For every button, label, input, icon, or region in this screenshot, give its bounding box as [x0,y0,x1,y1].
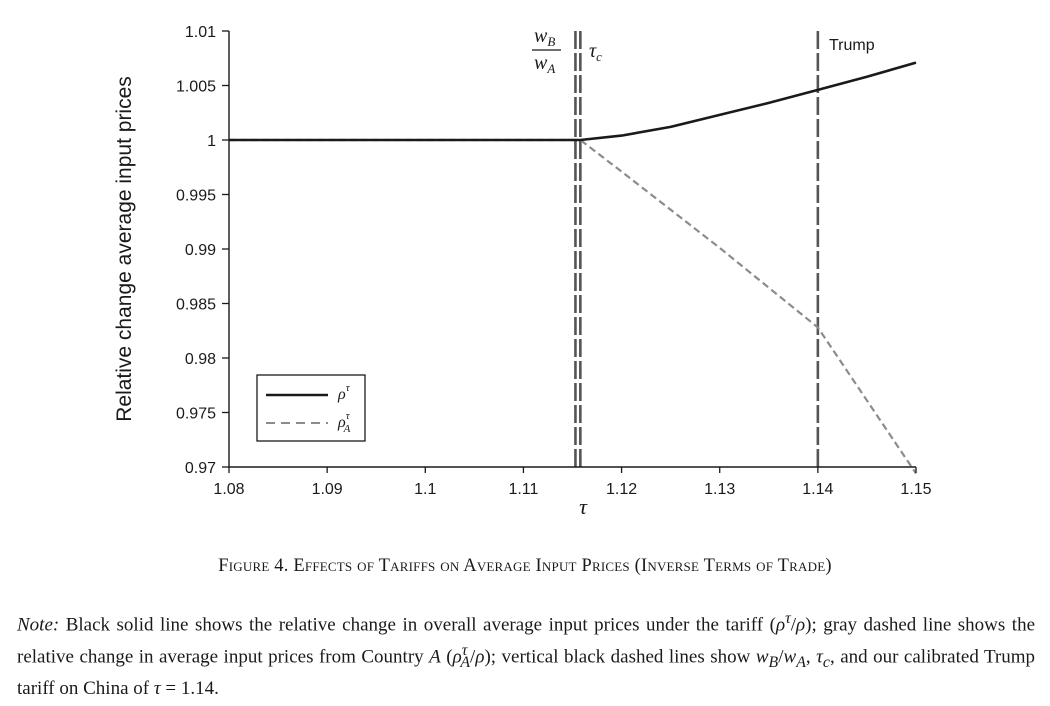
x-axis-label: τ [579,494,588,519]
trump-label: Trump [829,37,875,54]
legend-label-rho-a: ρτ A [337,410,351,435]
wb-label: wB [534,25,555,49]
x-tick-label: 1.15 [900,481,931,498]
y-axis-label: Relative change average input prices [113,76,136,422]
chart: 1.08 1.09 1.1 1.11 1.12 1.13 1.14 1.15 1.01 1.005… [113,24,932,519]
x-tick-label: 1.11 [508,481,538,498]
legend-box [256,374,366,442]
y-tick-label: 0.975 [176,406,216,423]
tick-labels: 1.08 1.09 1.1 1.11 1.12 1.13 1.14 1.15 1.01 1.005… [176,24,932,498]
wb-over-wa-annotation: wB wA [532,25,561,76]
figure-note: Note: Black solid line shows the relativ… [17,610,1036,700]
y-tick-label: 1 [207,133,216,150]
legend-label-rho: ρτ [337,382,351,403]
x-tick-label: 1.09 [312,481,343,498]
x-tick-label: 1.14 [802,481,833,498]
x-tick-label: 1.1 [414,481,436,498]
vertical-reference-lines [574,31,820,467]
y-tick-label: 0.995 [176,188,216,205]
y-tick-label: 0.985 [176,297,216,314]
y-tick-label: 1.005 [176,79,216,96]
figure-caption: Figure 4. Effects of Tariffs on Average … [218,556,832,576]
y-tick-label: 0.97 [185,460,216,477]
legend: ρτ ρτ A [256,374,366,442]
axes [222,30,917,473]
x-tick-label: 1.13 [704,481,735,498]
y-tick-label: 0.98 [185,351,216,368]
y-tick-label: 1.01 [185,24,216,41]
tau-c-label: τc [589,40,602,64]
y-tick-label: 0.99 [185,242,216,259]
series-line-rho [229,61,917,142]
series-layer [229,61,917,475]
x-tick-label: 1.08 [213,481,244,498]
x-tick-label: 1.12 [606,481,637,498]
wa-label: wA [534,52,555,76]
